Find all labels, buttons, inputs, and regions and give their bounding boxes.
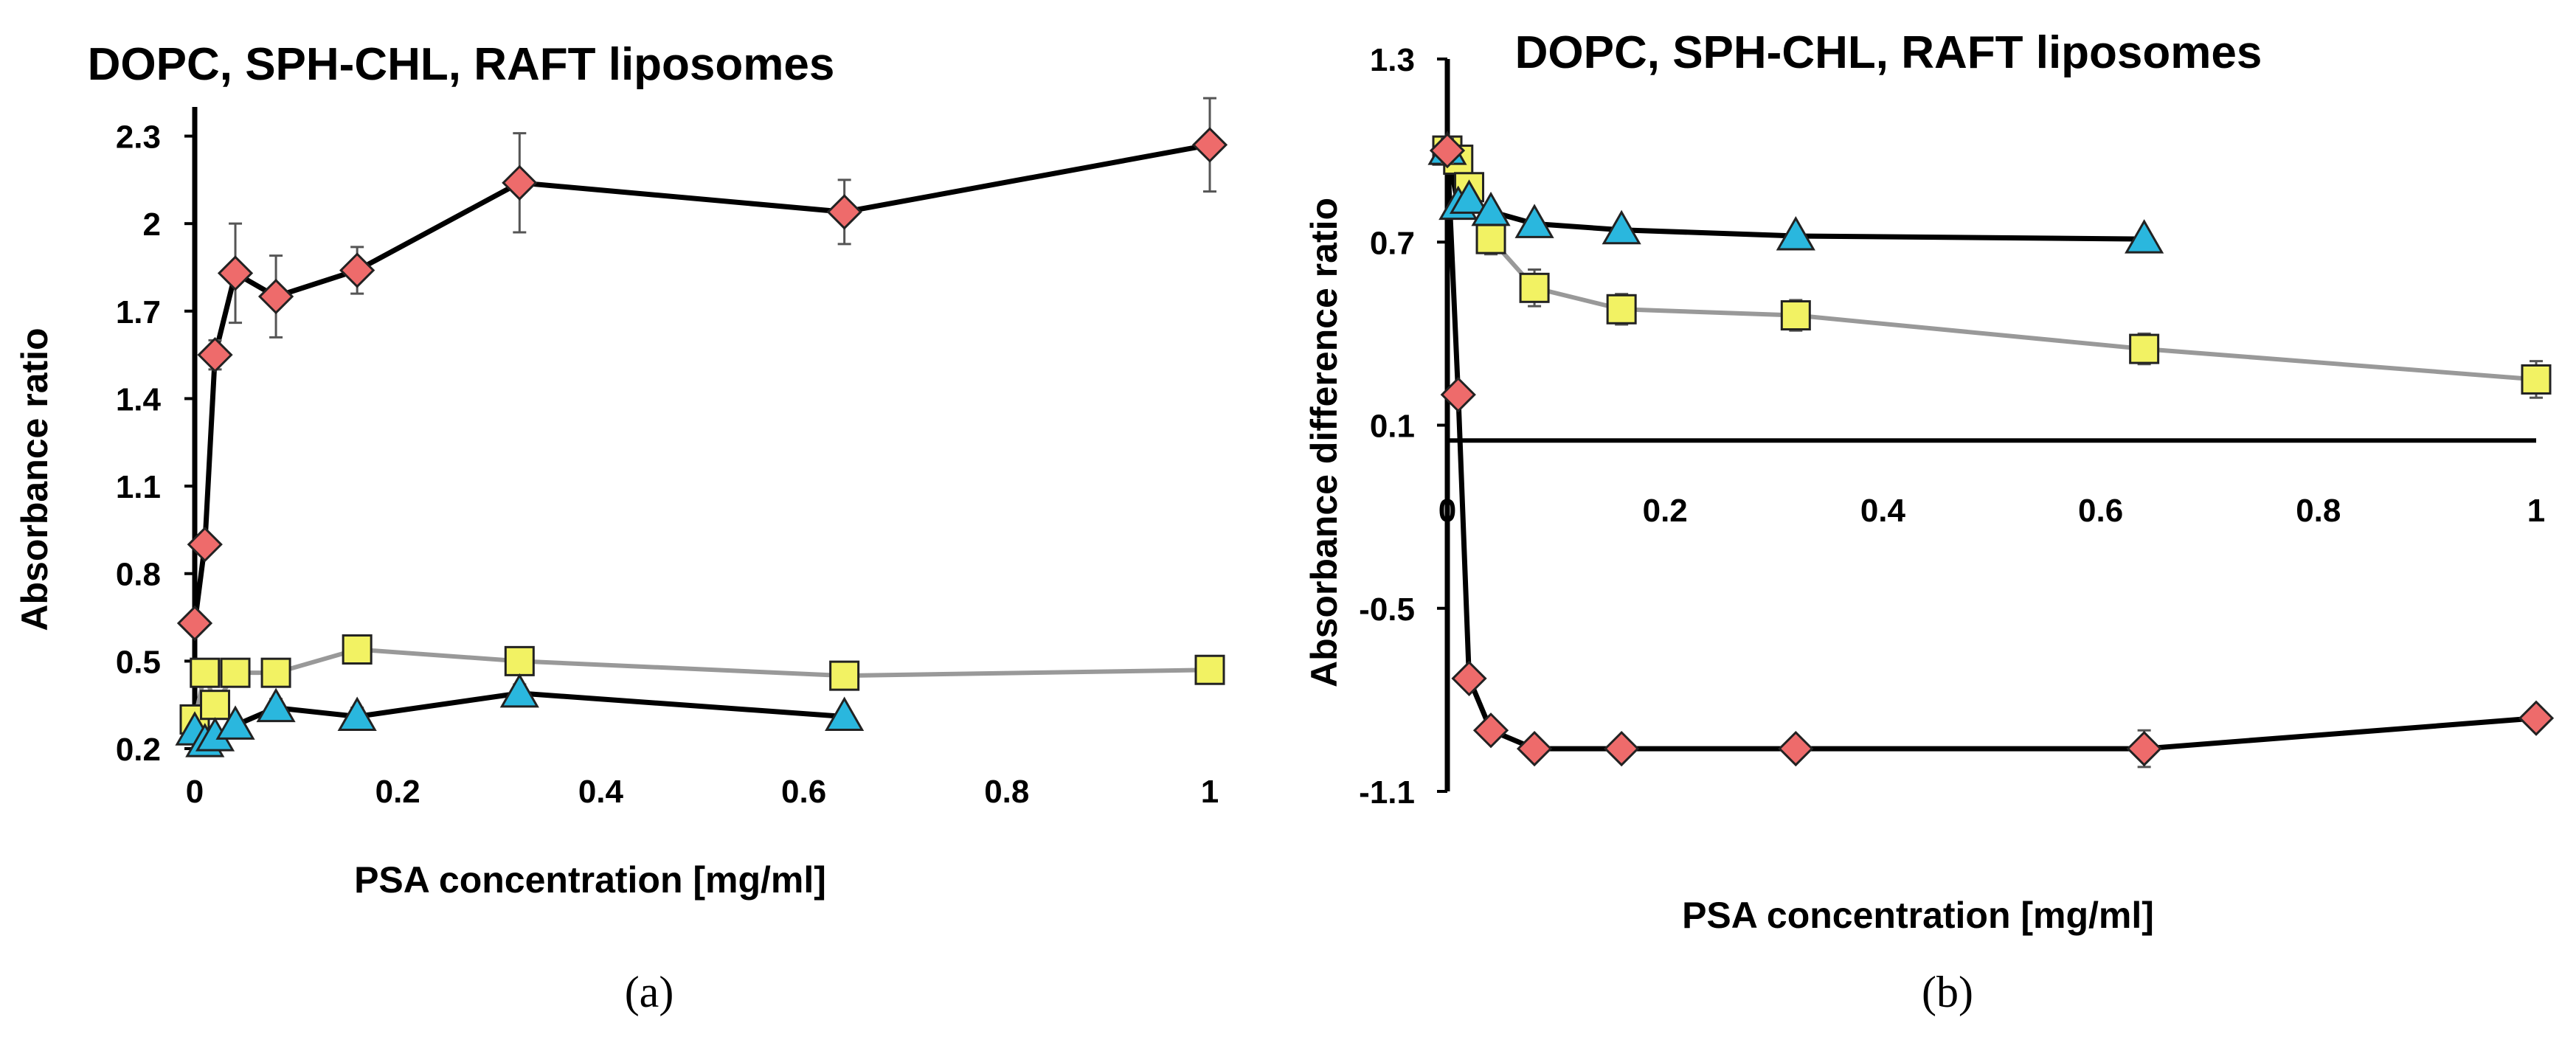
panel-b-title: DOPC, SPH-CHL, RAFT liposomes [1515, 27, 2262, 78]
data-point-diamond [1516, 730, 1553, 767]
data-point-square [2521, 364, 2552, 395]
y-tick-label: 0.5 [116, 644, 161, 680]
panel-b: DOPC, SPH-CHL, RAFT liposomes PSA concen… [1303, 27, 2262, 1016]
data-point-square [829, 660, 860, 691]
data-point-triangle [215, 705, 255, 740]
data-point-diamond [1440, 377, 1476, 413]
x-tick-label: 0 [1438, 493, 1456, 529]
data-point-triangle [1602, 209, 1641, 245]
x-tick-label: 0.6 [2078, 493, 2123, 529]
data-point-diamond [176, 605, 213, 642]
data-point-square [1606, 294, 1637, 325]
data-point-diamond [2126, 730, 2162, 767]
data-point-triangle [1514, 204, 1554, 238]
data-point-triangle [825, 696, 865, 731]
x-tick-label: 0.8 [984, 774, 1029, 810]
data-point-diamond [1604, 730, 1640, 767]
data-point-diamond [187, 527, 223, 563]
x-tick-label: 0.6 [781, 774, 826, 810]
data-point-square [2129, 333, 2160, 364]
data-point-triangle [1449, 179, 1489, 214]
data-point-square [1519, 272, 1550, 303]
data-point-square [260, 657, 291, 688]
y-tick-label: -1.1 [1359, 774, 1415, 811]
data-point-triangle [2125, 219, 2164, 254]
data-point-diamond [339, 252, 375, 288]
data-point-square [504, 645, 535, 676]
data-point-diamond [826, 194, 862, 230]
y-tick-label: 1.7 [116, 294, 161, 330]
panel-a-plot: 0.2 0.5 0.8 1.1 1.4 1.7 2 2.3 0 0.2 0.4 0.6 0.8 1 [116, 97, 1228, 810]
data-point-diamond [2518, 700, 2555, 736]
x-tick-label: 0.4 [1860, 493, 1906, 529]
data-point-diamond [257, 278, 294, 315]
data-point-triangle [1471, 191, 1511, 226]
panel-b-caption: (b) [1922, 968, 1973, 1016]
data-point-triangle [337, 696, 377, 731]
series-line-square [1446, 148, 2537, 382]
data-point-diamond [502, 164, 538, 201]
data-point-diamond [197, 337, 233, 373]
panel-a-caption: (a) [625, 968, 674, 1016]
panel-b-y-label: Absorbance difference ratio [1303, 198, 1345, 687]
panel-a-title: DOPC, SPH-CHL, RAFT liposomes [88, 39, 835, 90]
panel-b-plot: 1.3 0.7 0.1 -0.5 -1.1 0 0.2 0.4 0.6 0.8 1 [1359, 42, 2555, 811]
data-point-diamond [1191, 127, 1228, 163]
x-tick-label: 0 [186, 774, 204, 810]
y-tick-label: 2.3 [116, 119, 161, 156]
panel-a-y-label: Absorbance ratio [14, 327, 55, 631]
y-tick-label: 2 [143, 207, 161, 243]
y-tick-label: 0.8 [116, 557, 161, 593]
data-point-diamond [1451, 660, 1487, 697]
data-point-diamond [1472, 712, 1509, 749]
y-tick-label: 0.1 [1370, 409, 1415, 445]
y-tick-label: 1.3 [1370, 42, 1415, 78]
y-tick-label: 1.4 [116, 381, 162, 417]
x-tick-label: 0.2 [1643, 493, 1688, 529]
panel-a: DOPC, SPH-CHL, RAFT liposomes PSA concen… [14, 39, 834, 1016]
series-line-diamond [192, 142, 1211, 624]
data-point-square [190, 657, 221, 688]
data-point-triangle [256, 687, 296, 723]
data-point-square [342, 634, 373, 665]
y-tick-label: 0.7 [1370, 225, 1415, 261]
x-tick-label: 0.8 [2296, 493, 2341, 529]
data-point-diamond [1778, 730, 1814, 767]
data-point-diamond [217, 255, 254, 291]
y-tick-label: 0.2 [116, 732, 161, 768]
data-point-square [200, 690, 231, 721]
x-tick-label: 1 [1201, 774, 1219, 810]
data-point-triangle [1776, 215, 1815, 251]
data-point-square [1194, 654, 1225, 685]
data-point-square [1780, 300, 1811, 331]
x-tick-label: 1 [2527, 493, 2545, 529]
y-tick-label: -0.5 [1359, 592, 1415, 628]
panel-b-x-label: PSA concentration [mg/ml] [1682, 895, 2154, 936]
y-tick-label: 1.1 [116, 469, 161, 505]
data-point-triangle [499, 673, 539, 708]
data-point-square [1475, 223, 1506, 254]
data-point-diamond [1429, 133, 1466, 169]
x-tick-label: 0.4 [578, 774, 624, 810]
panel-a-x-label: PSA concentration [mg/ml] [354, 859, 826, 901]
data-point-square [220, 657, 251, 688]
x-tick-label: 0.2 [375, 774, 420, 810]
